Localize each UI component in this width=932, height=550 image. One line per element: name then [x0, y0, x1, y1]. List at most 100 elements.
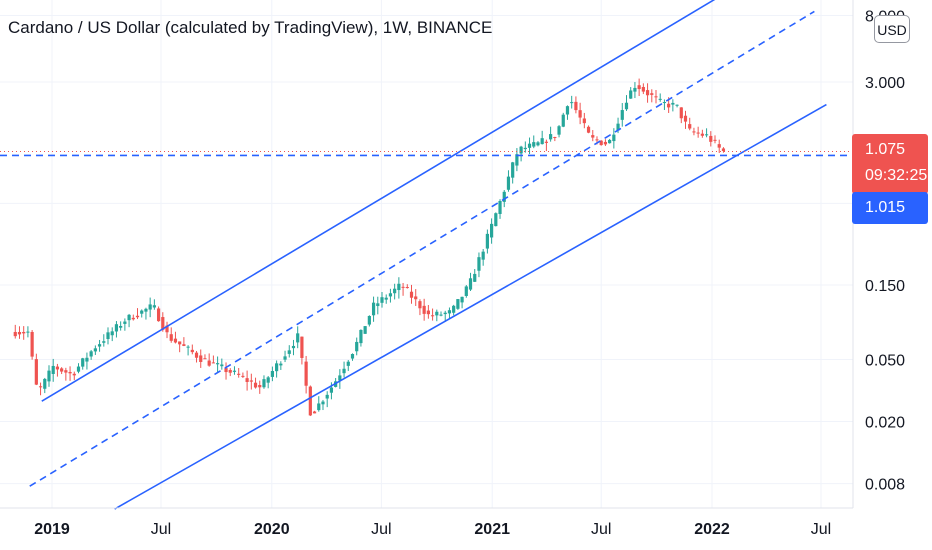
candle-body: [114, 324, 119, 332]
time-tick-label: 2020: [254, 521, 290, 538]
candle-body: [401, 286, 405, 288]
candle-body: [721, 148, 726, 151]
currency-button[interactable]: USD: [874, 15, 910, 43]
candle-body: [667, 103, 671, 108]
candle-body: [89, 351, 93, 357]
candle-body: [679, 107, 683, 119]
candle-body: [511, 162, 515, 178]
candle-body: [232, 370, 237, 372]
candle-body: [207, 360, 211, 366]
candle-body: [439, 314, 443, 316]
candle-body: [216, 363, 220, 365]
candle-body: [17, 331, 22, 335]
candle-body: [279, 363, 283, 366]
candle-body: [633, 87, 637, 92]
candle-body: [675, 104, 679, 106]
candle-body: [34, 359, 38, 385]
candle-body: [249, 380, 253, 382]
candle-body: [275, 363, 279, 372]
candle-body: [574, 101, 578, 111]
candle-body: [447, 310, 452, 314]
candle-body: [329, 387, 334, 393]
candle-body: [55, 366, 60, 370]
channel-midline: [29, 10, 815, 487]
candle-body: [338, 375, 342, 381]
candle-body: [658, 98, 662, 100]
candle-body: [713, 139, 717, 141]
candle-body: [266, 377, 270, 383]
candle-body: [308, 386, 312, 416]
candle-body: [498, 200, 502, 214]
candle-body: [536, 142, 540, 146]
time-tick-label: 2019: [34, 521, 70, 538]
price-tick-label: 3.000: [865, 75, 905, 92]
candle-body: [47, 370, 51, 382]
candle-body: [464, 286, 468, 296]
candle-body: [616, 123, 620, 131]
candle-body: [629, 90, 633, 99]
candle-body: [237, 373, 241, 375]
candle-body: [688, 124, 692, 129]
candle-body: [93, 348, 97, 352]
candle-body: [557, 126, 561, 135]
time-tick-label: 2022: [694, 521, 730, 538]
candle-body: [60, 368, 64, 372]
candle-body: [692, 131, 696, 133]
candle-body: [485, 233, 489, 249]
candle-body: [304, 361, 308, 386]
candle-body: [140, 310, 144, 314]
candle-body: [595, 139, 599, 141]
candle-body: [291, 345, 296, 349]
candle-body: [460, 296, 464, 303]
candle-body: [317, 403, 321, 411]
candle-body: [717, 144, 721, 148]
candle-body: [473, 273, 477, 282]
candle-body: [544, 141, 548, 143]
candle-body: [414, 296, 418, 300]
candles: [13, 78, 726, 417]
candle-body: [553, 137, 557, 139]
candle-body: [578, 110, 582, 118]
candle-body: [312, 411, 317, 414]
candle-body: [452, 305, 456, 313]
candle-body: [388, 293, 393, 297]
candle-body: [662, 102, 667, 104]
candle-body: [654, 96, 658, 98]
candle-body: [68, 371, 72, 374]
candle-body: [570, 102, 574, 104]
candle-body: [342, 368, 346, 374]
candle-body: [64, 370, 68, 373]
candle-body: [645, 90, 650, 96]
channel-boundary-line: [114, 103, 827, 510]
trendlines: [29, 0, 827, 510]
candle-body: [253, 382, 258, 388]
price-tick-label: 0.050: [865, 352, 905, 369]
candle-body: [393, 288, 397, 294]
time-axis: 2019 Jul 2020 Jul 2021 Jul 2022 Jul: [34, 521, 831, 538]
bar-countdown: 09:32:25: [865, 167, 928, 184]
candle-body: [81, 358, 85, 367]
candle-body: [220, 364, 224, 367]
candle-body: [119, 325, 123, 328]
candle-body: [519, 146, 523, 154]
candle-body: [30, 331, 34, 357]
candle-body: [144, 308, 148, 312]
candle-body: [283, 356, 287, 360]
candle-body: [418, 301, 422, 309]
last-price-value: 1.075: [865, 141, 906, 158]
candle-body: [72, 373, 76, 376]
candle-body: [620, 110, 624, 120]
candle-body: [300, 336, 304, 358]
last-price-tag: 1.075 09:32:25: [852, 134, 928, 194]
candle-body: [13, 331, 17, 337]
candle-body: [165, 325, 169, 333]
candle-body: [245, 378, 249, 382]
candle-body: [582, 118, 586, 124]
candle-body: [51, 365, 55, 374]
candle-body: [603, 141, 608, 145]
candle-body: [346, 361, 350, 366]
candle-body: [169, 334, 173, 341]
